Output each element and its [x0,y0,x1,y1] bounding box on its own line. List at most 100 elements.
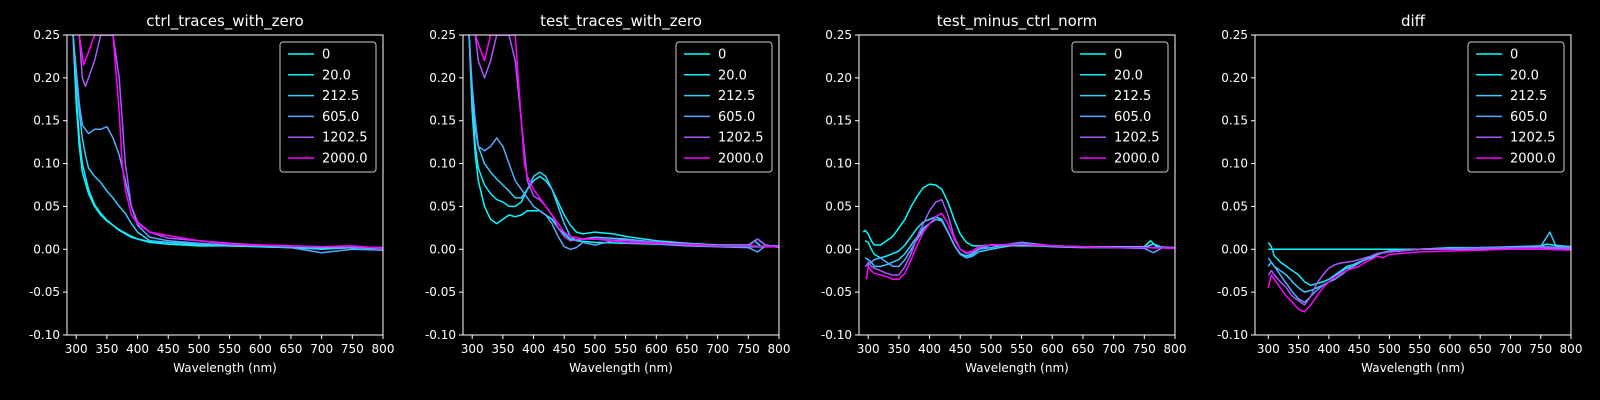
axes-frame [858,34,1176,336]
x-tick-label: 700 [1102,342,1125,356]
legend-entry: 2000.0 [1114,152,1160,167]
x-tick-label: 800 [1164,342,1187,356]
x-tick-label: 800 [768,342,791,356]
legend-entry: 605.0 [718,110,755,125]
y-tick-label: -0.05 [425,285,456,299]
x-tick-label: 450 [949,342,972,356]
legend-entry: 1202.5 [718,131,764,146]
legend-entry: 20.0 [322,68,351,83]
x-tick-label: 750 [341,342,364,356]
series-line-2000.0 [78,35,383,250]
y-tick-label: 0.00 [1221,242,1248,256]
x-tick-label: 700 [310,342,333,356]
x-tick-label: 300 [65,342,88,356]
x-tick-label: 600 [1041,342,1064,356]
plot-area [468,35,779,253]
chart-panel-1: 300 350 400 450 500 550 600 650 700 750 800 -0.10 -0… [29,12,395,375]
x-tick-label: 800 [372,342,395,356]
y-tick-label: -0.10 [29,328,60,342]
y-tick-label: 0.20 [33,71,60,85]
series-line-2000.0 [865,212,1175,281]
x-tick-label: 450 [1348,342,1371,356]
legend-entry: 212.5 [322,89,359,104]
y-tick-label: 0.25 [825,28,852,42]
legend-entry: 212.5 [718,89,755,104]
legend-entry: 605.0 [1510,110,1547,125]
chart-panel-4: 300 350 400 450 500 550 600 650 700 750 800 -0.10 -0… [1217,12,1583,375]
y-tick-label: -0.05 [29,285,60,299]
y-tick-label: 0.05 [33,199,60,213]
legend: 0 20.0 212.5 605.0 1202.5 2000.0 [675,41,773,173]
x-tick-label: 600 [1438,342,1461,356]
y-tick-label: -0.10 [425,328,456,342]
legend-entry: 212.5 [1114,89,1151,104]
x-tick-label: 500 [583,342,606,356]
series-line-212.5 [468,35,779,248]
y-tick-label: 0.00 [33,242,60,256]
x-tick-label: 550 [1408,342,1431,356]
x-tick-label: 550 [614,342,637,356]
legend-entry: 605.0 [1114,110,1151,125]
x-tick-label: 550 [1010,342,1033,356]
x-tick-label: 700 [1499,342,1522,356]
legend-entry: 605.0 [322,110,359,125]
y-tick-label: 0.10 [33,157,60,171]
x-tick-label: 500 [187,342,210,356]
y-tick-label: 0.10 [825,157,852,171]
legend-entry: 0 [322,48,330,63]
legend-entry: 0 [718,48,726,63]
x-tick-label: 450 [553,342,576,356]
chart-title: test_traces_with_zero [540,12,702,31]
x-tick-label: 400 [522,342,545,356]
legend-entry: 2000.0 [322,152,368,167]
y-tick-label: 0.15 [1221,114,1248,128]
x-tick-label: 300 [857,342,880,356]
plot-area [72,35,383,254]
x-tick-label: 300 [461,342,484,356]
chart-panel-2: 300 350 400 450 500 550 600 650 700 750 800 -0.10 -0… [425,12,791,375]
x-axis-label: Wavelength (nm) [569,361,673,375]
y-tick-label: 0.05 [1221,199,1248,213]
x-tick-label: 350 [491,342,514,356]
x-tick-label: 650 [1469,342,1492,356]
y-tick-label: 0.05 [429,199,456,213]
x-tick-label: 750 [1529,342,1552,356]
series-line-605.0 [468,35,779,253]
y-tick-label: 0.10 [1221,157,1248,171]
x-axis-label: Wavelength (nm) [965,361,1069,375]
legend-entry: 20.0 [1510,68,1539,83]
y-tick-label: 0.00 [825,242,852,256]
legend-entry: 212.5 [1510,89,1547,104]
x-tick-label: 350 [1287,342,1310,356]
y-tick-label: 0.20 [825,71,852,85]
y-tick-label: -0.05 [1217,285,1248,299]
x-tick-label: 800 [1560,342,1583,356]
axes-frame [462,34,780,336]
chart-title: ctrl_traces_with_zero [146,12,303,31]
y-tick-label: 0.00 [429,242,456,256]
y-tick-label: 0.25 [1221,28,1248,42]
x-tick-label: 450 [157,342,180,356]
x-tick-label: 600 [249,342,272,356]
y-tick-label: 0.25 [429,28,456,42]
x-axis-label: Wavelength (nm) [173,361,277,375]
x-tick-label: 750 [1133,342,1156,356]
x-tick-label: 750 [737,342,760,356]
chart-title: diff [1401,12,1426,30]
legend-entry: 0 [1510,48,1518,63]
y-tick-label: 0.25 [33,28,60,42]
axes-frame [66,34,384,336]
legend-entry: 20.0 [1114,68,1143,83]
x-tick-label: 600 [645,342,668,356]
x-axis-label: Wavelength (nm) [1361,361,1465,375]
x-tick-label: 700 [706,342,729,356]
x-tick-label: 350 [887,342,910,356]
legend: 0 20.0 212.5 605.0 1202.5 2000.0 [1467,41,1565,173]
legend-entry: 1202.5 [1510,131,1556,146]
series-line-605.0 [72,35,383,254]
legend-entry: 20.0 [718,68,747,83]
x-tick-label: 400 [126,342,149,356]
axes-frame [1254,34,1572,336]
